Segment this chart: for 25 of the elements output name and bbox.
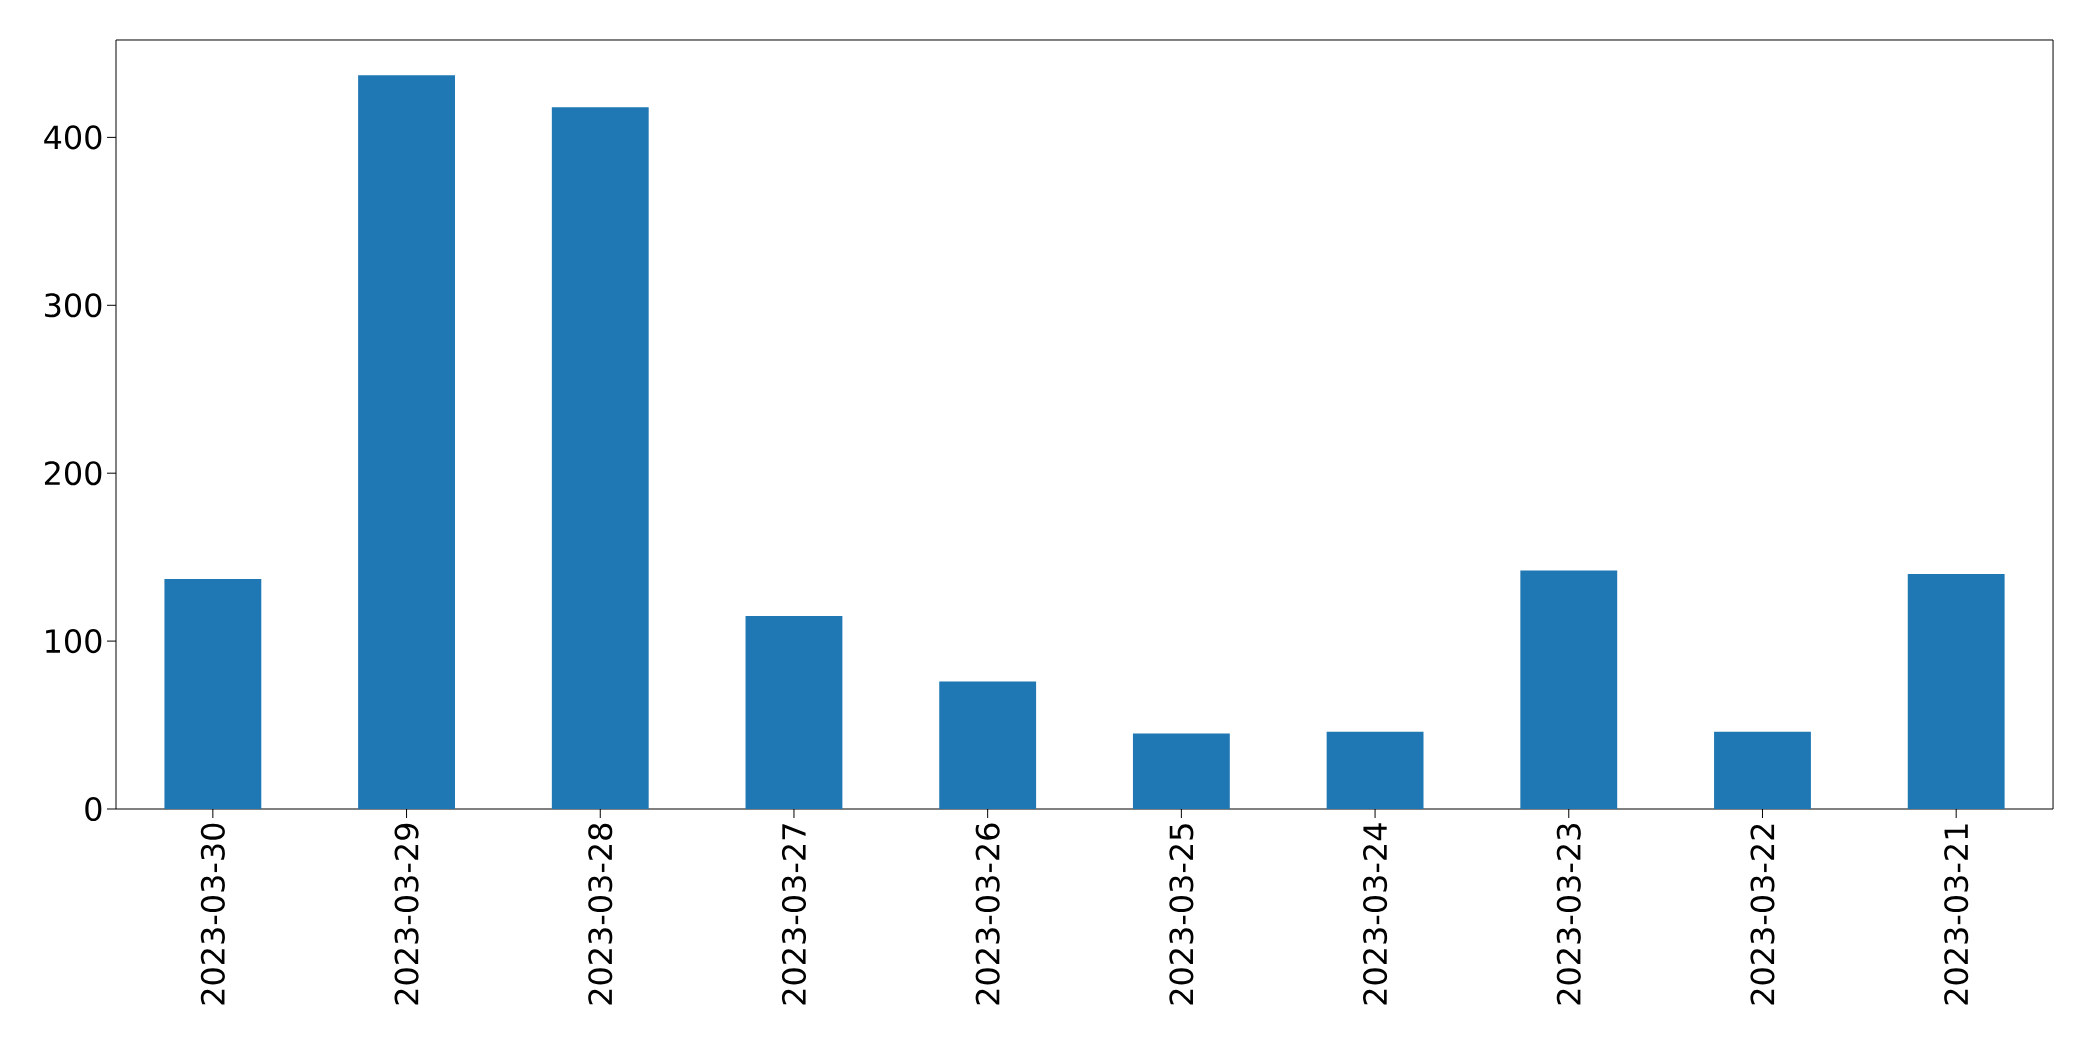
bar	[358, 75, 455, 809]
bar	[164, 578, 262, 809]
bar	[1132, 733, 1230, 809]
bar	[1907, 573, 2005, 809]
y-tick-label: 0	[85, 796, 102, 822]
x-tick-label: 2023-03-23	[1556, 824, 1581, 1005]
bar	[1520, 570, 1618, 809]
x-tick-label: 2023-03-21	[1944, 824, 1969, 1005]
x-tick-label: 2023-03-24	[1363, 823, 1388, 1005]
bar	[1714, 731, 1811, 809]
y-tick-label: 100	[46, 629, 102, 654]
x-tick-label: 2023-03-28	[588, 823, 613, 1005]
y-tick-label: 300	[45, 293, 102, 318]
x-tick-label: 2023-03-30	[200, 823, 225, 1005]
y-tick-label: 200	[44, 461, 102, 486]
y-tick-label: 400	[44, 125, 102, 150]
bar	[745, 615, 843, 809]
x-tick-label: 2023-03-25	[1169, 824, 1194, 1005]
x-tick-label: 2023-03-22	[1750, 824, 1775, 1005]
x-tick-label: 2023-03-26	[975, 823, 1000, 1005]
bar	[1326, 731, 1424, 809]
bar	[939, 681, 1037, 809]
x-tick-label: 2023-03-29	[394, 823, 419, 1005]
bar	[551, 107, 649, 809]
x-tick-label: 2023-03-27	[781, 824, 807, 1005]
